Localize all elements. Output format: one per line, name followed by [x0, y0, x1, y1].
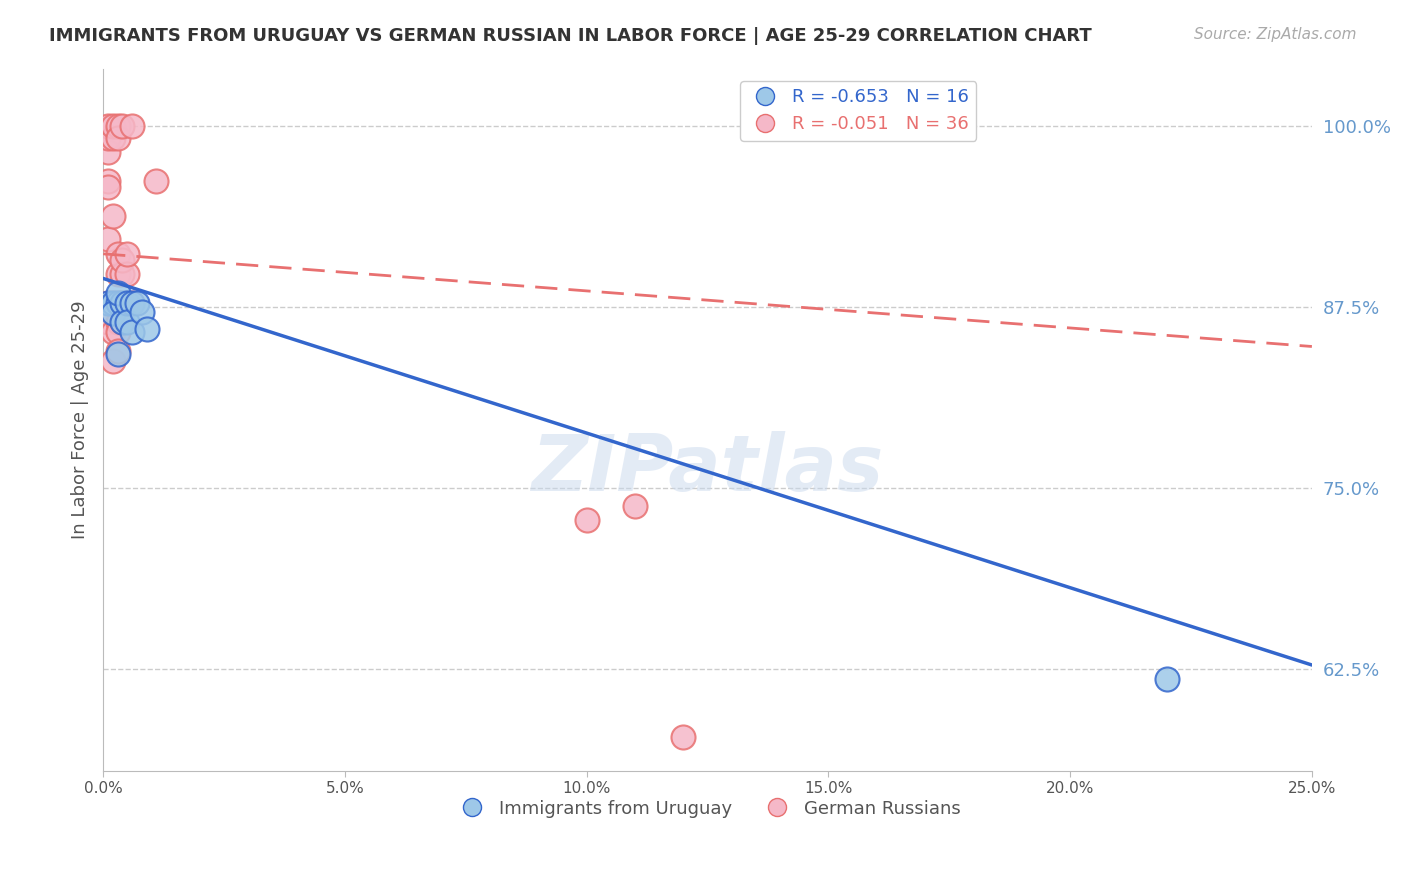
Point [624, 499, 647, 513]
Point [101, 209, 124, 223]
Point [121, 325, 143, 339]
Point [107, 343, 129, 358]
Point [97, 315, 120, 329]
Point [121, 296, 143, 310]
Point [101, 306, 124, 320]
Point [107, 285, 129, 300]
Point [117, 296, 139, 310]
Point [101, 131, 124, 145]
Y-axis label: In Labor Force | Age 25-29: In Labor Force | Age 25-29 [72, 301, 89, 539]
Point [107, 120, 129, 134]
Point [97, 145, 120, 160]
Point [97, 120, 120, 134]
Point [117, 315, 139, 329]
Point [111, 315, 134, 329]
Text: ZIPatlas: ZIPatlas [531, 431, 883, 507]
Point [111, 252, 134, 267]
Point [97, 131, 120, 145]
Point [101, 120, 124, 134]
Point [101, 325, 124, 339]
Text: Source: ZipAtlas.com: Source: ZipAtlas.com [1194, 27, 1357, 42]
Text: IMMIGRANTS FROM URUGUAY VS GERMAN RUSSIAN IN LABOR FORCE | AGE 25-29 CORRELATION: IMMIGRANTS FROM URUGUAY VS GERMAN RUSSIA… [49, 27, 1092, 45]
Point [101, 296, 124, 310]
Point [97, 174, 120, 188]
Point [145, 174, 167, 188]
Point [111, 120, 134, 134]
Point [121, 296, 143, 310]
Legend: Immigrants from Uruguay, German Russians: Immigrants from Uruguay, German Russians [447, 792, 969, 825]
Point [111, 267, 134, 281]
Point [575, 513, 598, 527]
Point [121, 120, 143, 134]
Point [111, 296, 134, 310]
Point [97, 232, 120, 246]
Point [107, 247, 129, 261]
Point [97, 180, 120, 194]
Point [125, 296, 148, 310]
Point [107, 296, 129, 310]
Point [117, 267, 139, 281]
Point [107, 296, 129, 310]
Point [111, 296, 134, 310]
Point [107, 267, 129, 281]
Point [101, 354, 124, 368]
Point [97, 296, 120, 310]
Point [101, 296, 124, 310]
Point [97, 296, 120, 310]
Point [107, 315, 129, 329]
Point [107, 347, 129, 361]
Point [111, 315, 134, 329]
Point [131, 304, 153, 318]
Point [107, 131, 129, 145]
Point [107, 325, 129, 339]
Point [117, 296, 139, 310]
Point [1156, 673, 1178, 687]
Point [117, 247, 139, 261]
Point [672, 731, 695, 745]
Point [135, 322, 157, 336]
